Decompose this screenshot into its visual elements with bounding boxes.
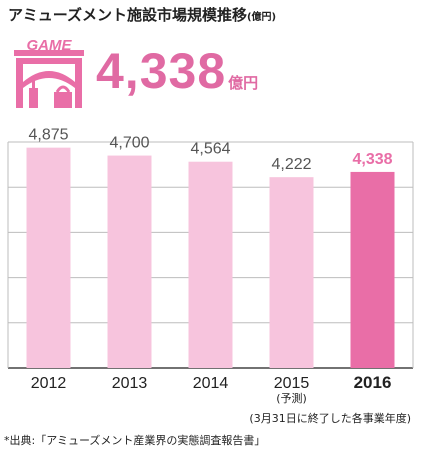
x-tick-label: 2015 (274, 375, 310, 392)
source-note: *出典:「アミューズメント産業界の実態調査報告書」 (4, 434, 266, 447)
total-unit: 億円 (228, 74, 259, 92)
bar-value-label: 4,875 (28, 127, 68, 144)
bar-value-label: 4,564 (190, 141, 230, 158)
bar (26, 147, 71, 368)
chart-title-text: アミューズメント施設市場規模推移 (8, 6, 247, 24)
chart-title: アミューズメント施設市場規模推移(億円) (8, 4, 276, 25)
x-tick-sublabel: (予測) (276, 391, 307, 405)
arcade-building-icon: GAME (14, 37, 84, 108)
bar-value-label: 4,700 (109, 135, 149, 152)
total-number: 4,338 (96, 43, 227, 99)
badge-text: GAME (27, 37, 73, 54)
x-tick-label: 2012 (31, 375, 67, 392)
x-tick-label: 2016 (354, 373, 392, 392)
bar (188, 161, 233, 368)
x-tick-label: 2014 (193, 375, 229, 392)
bar (107, 155, 152, 368)
bar-value-label: 4,222 (271, 156, 311, 173)
bar-value-label: 4,338 (352, 151, 392, 168)
bar-chart: 4,875 2012 4,700 2013 4,564 2014 4,222 2015(予測)… (7, 127, 414, 405)
total-value: 4,338 億円 (96, 42, 258, 100)
bar (269, 177, 314, 368)
bar (350, 171, 395, 368)
x-tick-label: 2013 (112, 375, 148, 392)
chart-title-unit: (億円) (246, 12, 277, 23)
fiscal-year-note: (3月31日に終了した各事業年度) (249, 412, 411, 425)
